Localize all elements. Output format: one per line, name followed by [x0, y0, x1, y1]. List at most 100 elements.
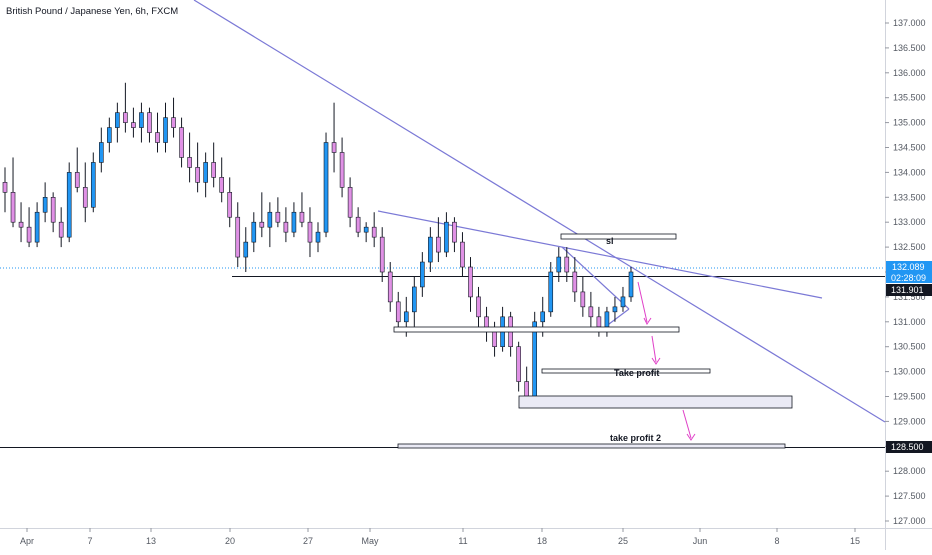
support-zone-box[interactable]	[518, 395, 793, 409]
candle[interactable]	[548, 262, 554, 317]
candle[interactable]	[323, 132, 329, 238]
candle[interactable]	[10, 157, 16, 228]
candle[interactable]	[283, 207, 289, 243]
candle-body-down	[460, 241, 465, 268]
countdown-text: 02:28:09	[891, 273, 926, 283]
trendline-mid[interactable]	[377, 210, 823, 299]
candle-body-up	[556, 256, 562, 273]
candle-body-down	[371, 226, 377, 238]
candle[interactable]	[331, 102, 337, 173]
candle-body-down	[147, 112, 152, 133]
candle[interactable]	[139, 102, 144, 143]
sl-box[interactable]	[560, 233, 677, 240]
candle[interactable]	[339, 137, 345, 198]
candle[interactable]	[211, 142, 216, 188]
x-tick-label: 8	[774, 536, 779, 546]
candle[interactable]	[371, 212, 377, 248]
x-tick-label: 18	[537, 536, 547, 546]
candle[interactable]	[275, 197, 281, 228]
candle[interactable]	[187, 132, 192, 183]
candle[interactable]	[612, 296, 618, 322]
candle[interactable]	[355, 207, 361, 238]
candle[interactable]	[259, 192, 265, 238]
candle[interactable]	[251, 212, 257, 253]
candle[interactable]	[235, 202, 241, 268]
candle-body-up	[612, 306, 618, 313]
candle-body-down	[452, 221, 457, 243]
candle[interactable]	[107, 117, 112, 153]
candle[interactable]	[532, 311, 537, 402]
candle[interactable]	[516, 341, 521, 392]
trendline-long[interactable]	[193, 0, 886, 423]
candle[interactable]	[428, 227, 433, 272]
candle[interactable]	[58, 207, 64, 248]
candle[interactable]	[163, 102, 168, 153]
candle[interactable]	[171, 97, 176, 138]
candle[interactable]	[628, 267, 634, 302]
candle[interactable]	[620, 286, 626, 312]
candle[interactable]	[444, 212, 449, 258]
candle-body-down	[492, 331, 497, 348]
candle[interactable]	[580, 276, 586, 317]
candle[interactable]	[90, 152, 96, 213]
x-axis[interactable]: Apr 7 13 20 27 May 11 18 25 Jun 8 15	[20, 528, 860, 546]
candle[interactable]	[420, 252, 425, 297]
entry-zone-box[interactable]	[393, 326, 680, 333]
candle[interactable]	[363, 222, 369, 243]
candle[interactable]	[99, 127, 104, 173]
candle[interactable]	[307, 207, 313, 258]
x-tick-label: 25	[618, 536, 628, 546]
candle[interactable]	[227, 177, 233, 228]
candle[interactable]	[267, 202, 273, 248]
candle[interactable]	[347, 177, 353, 228]
candle[interactable]	[155, 112, 160, 153]
plot-area[interactable]	[0, 0, 885, 528]
candle[interactable]	[564, 247, 570, 282]
candle[interactable]	[203, 152, 208, 198]
y-tick-label: 130.500	[893, 342, 926, 352]
candle[interactable]	[18, 202, 24, 243]
candle-body-down	[82, 187, 88, 208]
candle[interactable]	[50, 192, 56, 233]
candle-body-up	[90, 162, 96, 208]
x-tick-label: May	[361, 536, 379, 546]
candle[interactable]	[26, 207, 32, 248]
candle[interactable]	[34, 202, 40, 248]
candle[interactable]	[115, 102, 120, 143]
candle[interactable]	[131, 107, 136, 138]
candle[interactable]	[476, 286, 481, 327]
candle[interactable]	[74, 147, 80, 193]
candle-body-up	[243, 241, 249, 258]
candle[interactable]	[379, 227, 385, 282]
candle[interactable]	[195, 142, 200, 193]
candle-body-down	[259, 221, 265, 228]
candle[interactable]	[572, 257, 578, 302]
candle[interactable]	[588, 291, 594, 327]
candle[interactable]	[291, 202, 297, 238]
candle[interactable]	[243, 227, 249, 272]
take-profit-box[interactable]	[541, 368, 711, 374]
candle[interactable]	[219, 157, 224, 203]
candle[interactable]	[315, 222, 321, 253]
wedge-upper-line[interactable]	[561, 246, 630, 310]
candle[interactable]	[147, 107, 152, 143]
candle[interactable]	[452, 217, 457, 253]
candle[interactable]	[556, 247, 562, 282]
candle[interactable]	[436, 217, 441, 263]
candle[interactable]	[2, 167, 8, 213]
take-profit-2-box[interactable]	[397, 443, 786, 449]
candle[interactable]	[395, 291, 401, 332]
candle[interactable]	[82, 162, 88, 223]
candle[interactable]	[179, 117, 184, 168]
candle[interactable]	[468, 257, 473, 312]
candle[interactable]	[460, 232, 465, 277]
candle[interactable]	[299, 192, 305, 228]
candle-body-down	[596, 316, 602, 328]
candle[interactable]	[387, 262, 393, 312]
candle[interactable]	[412, 276, 417, 327]
candle[interactable]	[66, 162, 72, 243]
candle-body-up	[42, 197, 48, 213]
candle[interactable]	[123, 82, 128, 133]
candle[interactable]	[42, 182, 48, 223]
